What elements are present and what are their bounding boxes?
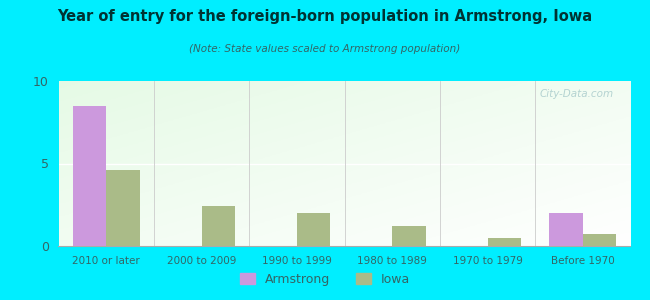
Bar [583,235,616,246]
Legend: Armstrong, Iowa: Armstrong, Iowa [235,268,415,291]
Bar [297,213,330,246]
Bar [73,106,106,246]
Bar [106,170,140,246]
Bar [202,206,235,246]
Text: (Note: State values scaled to Armstrong population): (Note: State values scaled to Armstrong … [189,44,461,53]
Text: Year of entry for the foreign-born population in Armstrong, Iowa: Year of entry for the foreign-born popul… [57,9,593,24]
Bar [488,238,521,246]
Bar [549,213,583,246]
Bar [392,226,426,246]
Text: City-Data.com: City-Data.com [540,89,614,99]
